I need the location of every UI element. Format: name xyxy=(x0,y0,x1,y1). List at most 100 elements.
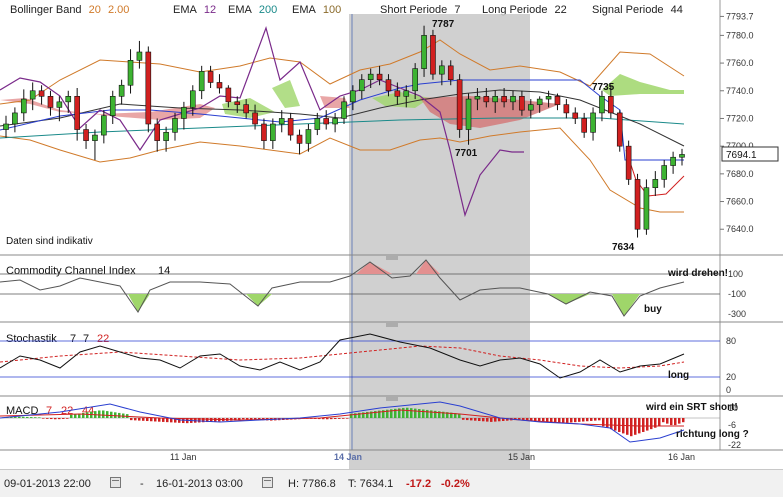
macd-bar xyxy=(518,418,521,420)
candle-body-up xyxy=(599,96,605,114)
candle-body-down xyxy=(38,90,45,97)
macd-bar xyxy=(246,418,249,420)
macd-bar xyxy=(506,418,509,421)
macd-bar xyxy=(354,413,357,418)
macd-panel-drag-handle[interactable] xyxy=(386,397,398,401)
macd-bar xyxy=(558,418,561,424)
macd-label: MACD xyxy=(6,405,38,417)
stoch-param-1: 7 xyxy=(70,333,76,345)
candle xyxy=(661,160,668,188)
candle-body-up xyxy=(465,98,472,130)
macd-param-1: 7 xyxy=(46,405,52,417)
candle xyxy=(56,96,63,122)
from-calendar-icon[interactable] xyxy=(110,477,121,488)
candle-body-up xyxy=(92,134,98,141)
macd-bar xyxy=(170,418,173,423)
x-label-14-jan: 14 Jan xyxy=(334,452,362,462)
candle-body-up xyxy=(198,71,205,92)
annotation-7701: 7701 xyxy=(455,148,478,159)
candle xyxy=(421,25,427,77)
price-tick-label: 7740.0 xyxy=(726,86,754,96)
candle xyxy=(145,46,152,133)
macd-bar xyxy=(674,418,677,426)
macd-bar xyxy=(66,418,69,419)
macd-bar xyxy=(38,417,41,418)
macd-bar xyxy=(54,418,57,420)
macd-bar xyxy=(526,418,529,421)
macd-bar xyxy=(562,418,565,424)
annotation-7787: 7787 xyxy=(432,19,455,30)
from-date[interactable]: 09-01-2013 22:00 xyxy=(4,478,91,490)
macd-bar xyxy=(86,412,89,418)
macd-bar xyxy=(678,418,681,424)
candle-body-down xyxy=(519,96,525,111)
macd-bar xyxy=(102,410,105,418)
candle xyxy=(305,124,312,152)
macd-bar xyxy=(470,418,473,421)
candle-body-up xyxy=(670,156,676,166)
macd-bar xyxy=(422,409,425,418)
candle-body-up xyxy=(65,96,72,103)
candle-body-down xyxy=(430,35,436,75)
candle-body-up xyxy=(20,98,27,114)
ema12-value: 12 xyxy=(203,4,217,16)
candle-body-up xyxy=(412,68,418,92)
to-date[interactable]: 16-01-2013 03:00 xyxy=(156,478,243,490)
candle-body-up xyxy=(305,129,312,144)
low-value: T: 7634.1 xyxy=(348,478,394,490)
candle-body-up xyxy=(527,104,534,111)
macd-bar xyxy=(10,417,13,418)
candle xyxy=(243,99,249,119)
candle xyxy=(314,112,321,136)
macd-bar xyxy=(342,418,345,419)
cci-tick-100: 100 xyxy=(728,269,743,279)
cci-panel-drag-handle[interactable] xyxy=(386,256,398,260)
macd-bar xyxy=(458,413,461,418)
cloud-red-left xyxy=(0,98,215,120)
candle xyxy=(554,93,561,111)
candle-body-up xyxy=(590,112,596,133)
ema12-label: EMA xyxy=(173,4,197,16)
macd-bar xyxy=(590,418,593,421)
candle-body-up xyxy=(652,179,659,188)
macd-bar xyxy=(426,409,429,418)
candle-body-down xyxy=(394,90,401,97)
candle-body-down xyxy=(572,112,579,119)
macd-bar xyxy=(98,410,101,418)
price-tick-label: 7780.0 xyxy=(726,30,754,40)
macd-bar xyxy=(386,409,389,418)
macd-bar xyxy=(586,418,589,422)
candle-body-up xyxy=(189,90,196,108)
stoch-panel-drag-handle[interactable] xyxy=(386,323,398,327)
candle xyxy=(101,110,107,144)
candle xyxy=(634,173,641,238)
candle-body-up xyxy=(29,90,36,100)
candle xyxy=(679,148,685,166)
macd-bar xyxy=(534,418,537,422)
candle xyxy=(412,63,418,100)
macd-bar xyxy=(26,416,29,418)
candle-body-down xyxy=(563,104,570,114)
macd-bar xyxy=(130,418,133,421)
macd-bar xyxy=(146,418,149,422)
macd-bar xyxy=(566,418,569,423)
candle-body-up xyxy=(421,35,427,69)
macd-bar xyxy=(490,418,493,422)
candle xyxy=(447,60,454,86)
ema200-line xyxy=(0,117,685,139)
macd-bar xyxy=(602,418,605,427)
price-tick-label: 7640.0 xyxy=(726,224,754,234)
candle xyxy=(136,40,143,69)
x-label-11-jan: 11 Jan xyxy=(170,452,196,462)
macd-bar xyxy=(42,418,45,419)
stoch-param-3: 22 xyxy=(97,333,109,345)
macd-bar xyxy=(666,418,669,424)
candle-body-up xyxy=(12,112,18,125)
candle xyxy=(127,49,134,94)
candle-body-down xyxy=(145,51,152,125)
to-calendar-icon[interactable] xyxy=(262,477,273,488)
chart-canvas[interactable]: 7793.7 7780.0 7760.0 7740.0 7720.0 7700.0 7680… xyxy=(0,0,783,469)
macd-bar xyxy=(138,418,141,421)
macd-bar xyxy=(414,408,417,418)
candle xyxy=(65,90,72,113)
